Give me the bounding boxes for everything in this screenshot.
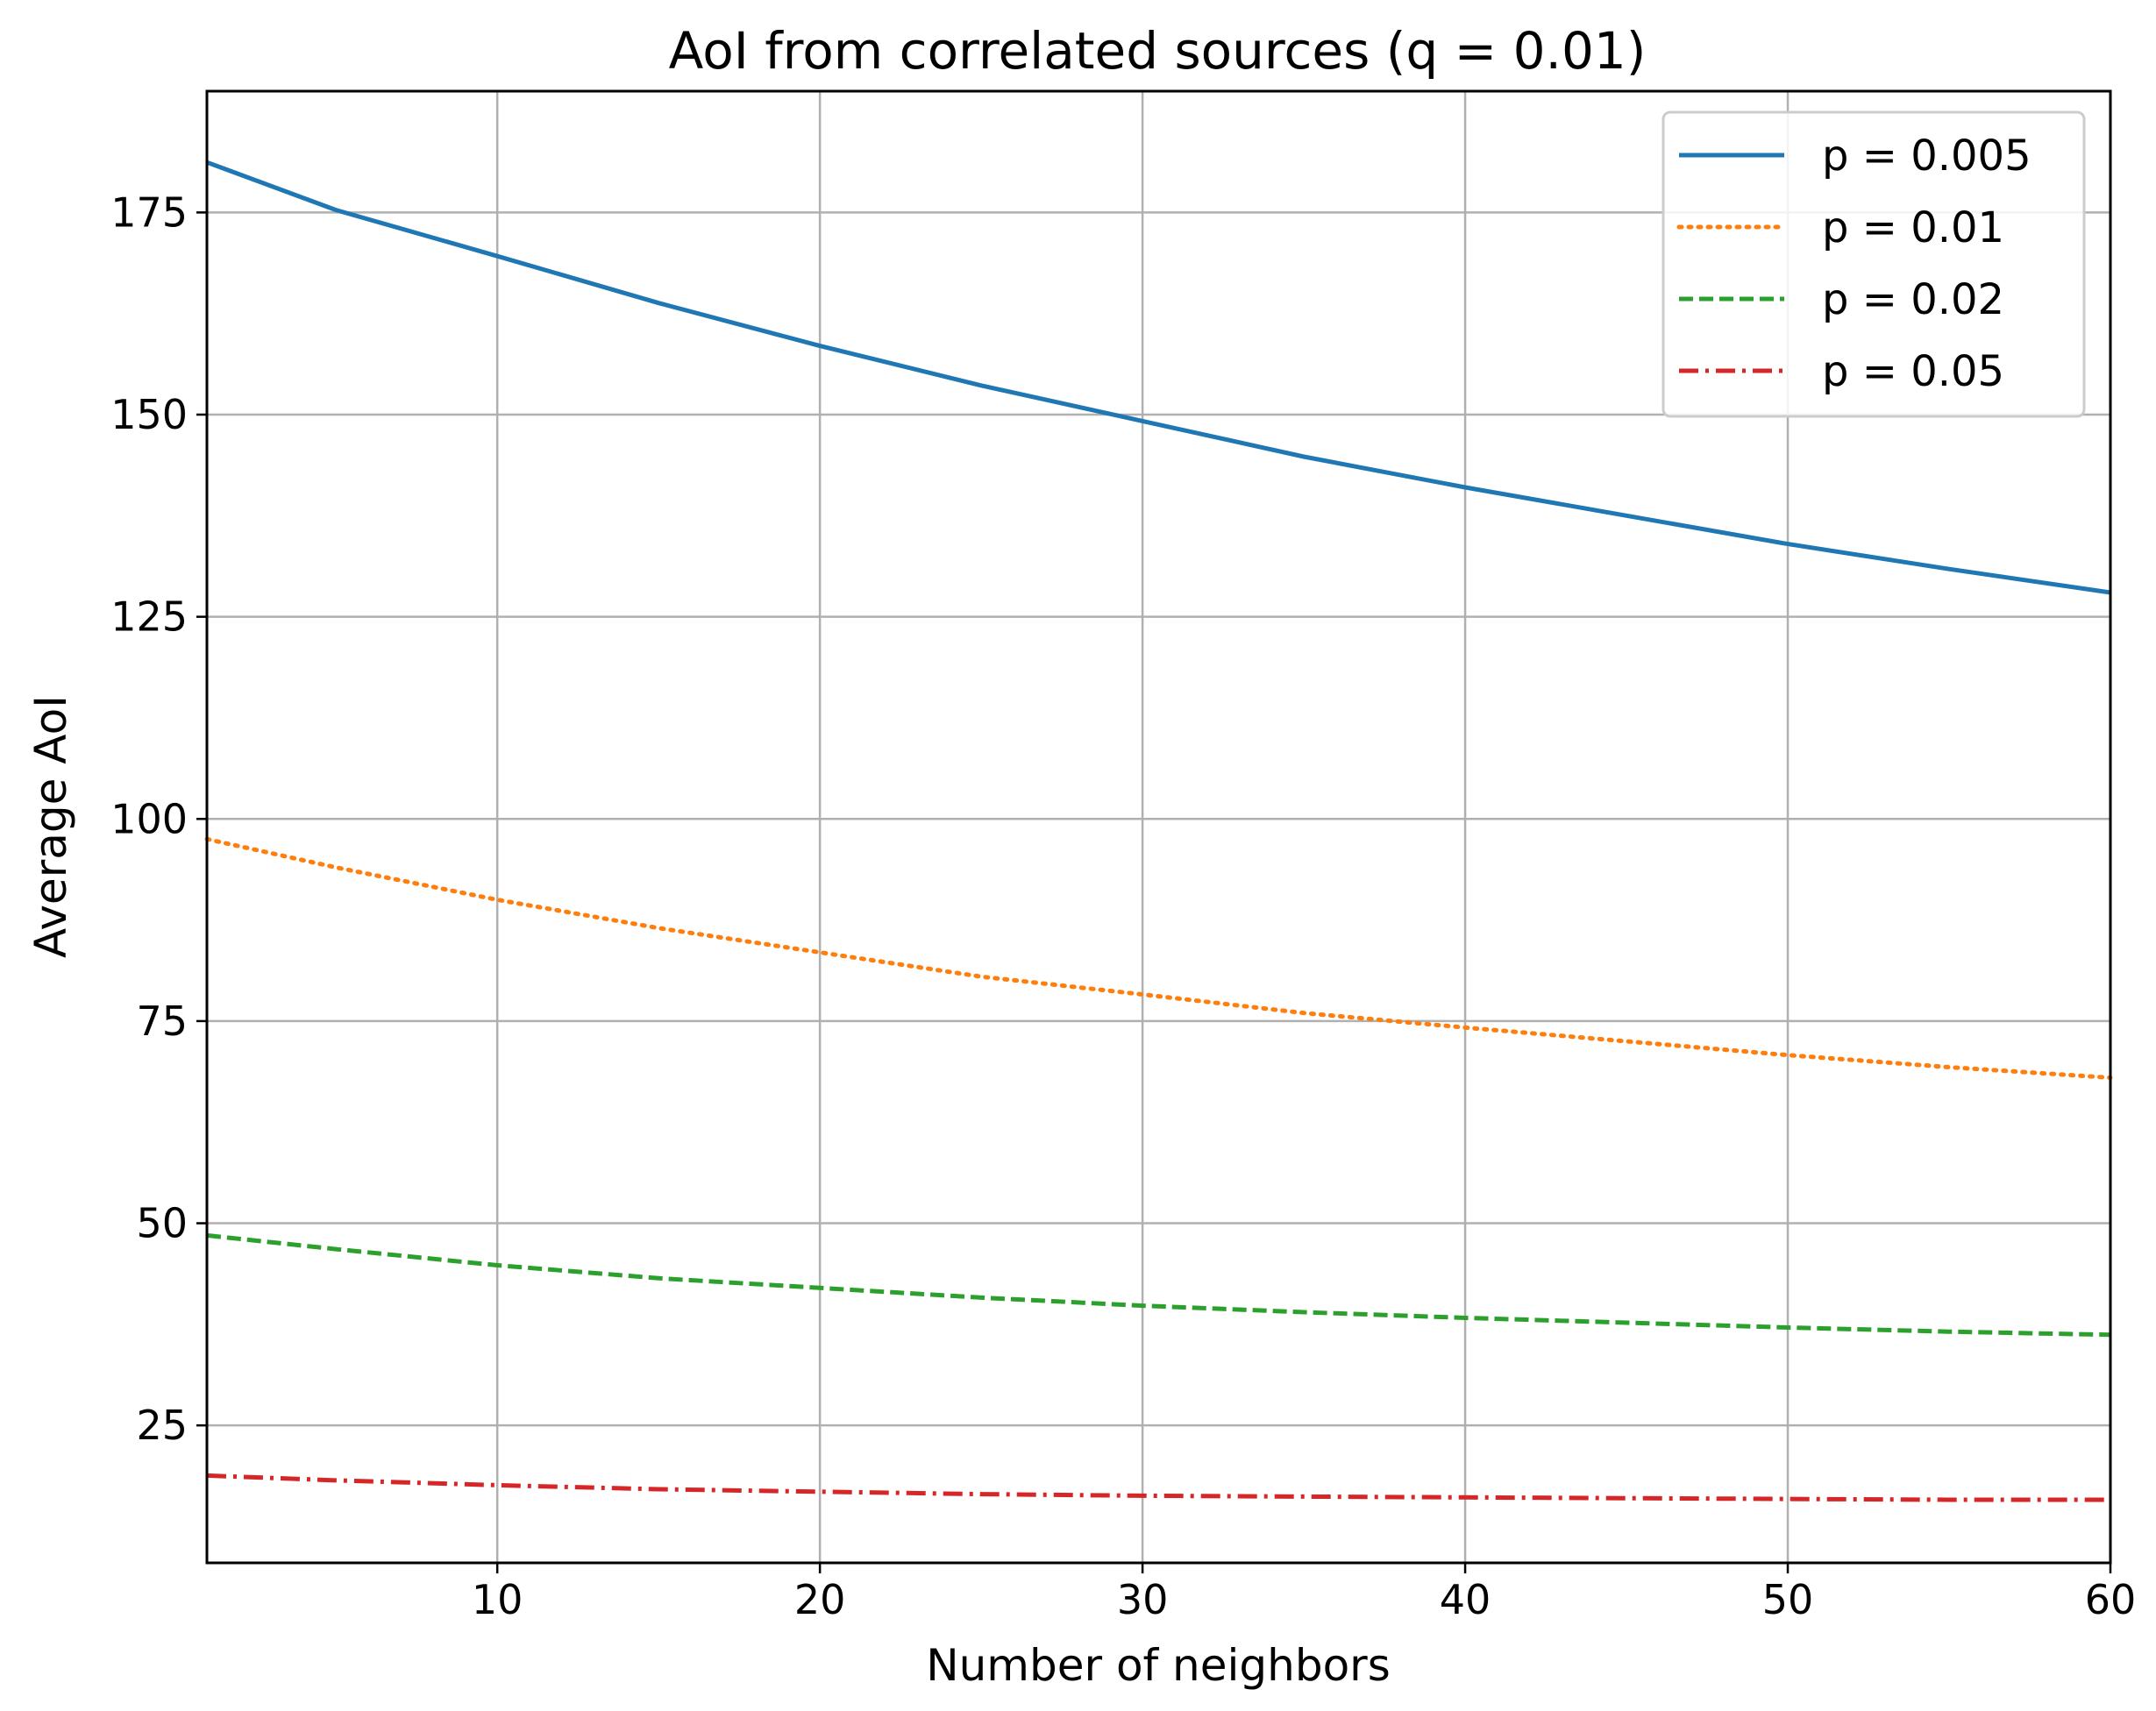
y-axis-label: Average AoI <box>25 695 76 958</box>
legend-label-3: p = 0.02 <box>1822 275 2004 324</box>
plot-frame <box>205 89 2112 1565</box>
y-tick-label: 150 <box>110 391 188 438</box>
x-tick-label: 60 <box>2085 1576 2137 1623</box>
grid <box>207 91 2112 1563</box>
y-tick-label: 75 <box>136 997 188 1045</box>
x-axis-ticks: 10 20 30 40 50 60 <box>472 1563 2136 1623</box>
y-tick-label: 125 <box>110 593 188 641</box>
x-axis-label: Number of neighbors <box>926 1640 1391 1691</box>
x-tick-label: 20 <box>794 1576 846 1623</box>
series-line-2 <box>204 836 2113 1080</box>
legend-label-2: p = 0.01 <box>1822 203 2004 252</box>
series-line-1 <box>206 160 2111 595</box>
y-tick-label: 100 <box>110 795 188 842</box>
series-line-4 <box>206 1473 2110 1502</box>
legend-box <box>1661 110 2086 418</box>
legend-label-1: p = 0.005 <box>1822 131 2031 181</box>
legend-label-4: p = 0.05 <box>1822 347 2004 396</box>
series-line-3 <box>206 1232 2111 1338</box>
chart-title: AoI from correlated sources (q = 0.01) <box>669 21 1647 81</box>
legend: p = 0.005 p = 0.01 p = 0.02 p = 0.05 <box>1661 110 2086 418</box>
series-layer <box>204 160 2113 1502</box>
y-tick-label: 25 <box>136 1402 188 1449</box>
y-tick-label: 175 <box>110 188 188 236</box>
x-tick-label: 30 <box>1117 1576 1169 1623</box>
y-axis-ticks: 25 50 75 100 125 150 175 <box>110 188 207 1449</box>
y-tick-label: 50 <box>136 1200 188 1247</box>
x-tick-label: 40 <box>1440 1576 1491 1623</box>
x-tick-label: 50 <box>1762 1576 1814 1623</box>
x-tick-label: 10 <box>472 1576 523 1623</box>
